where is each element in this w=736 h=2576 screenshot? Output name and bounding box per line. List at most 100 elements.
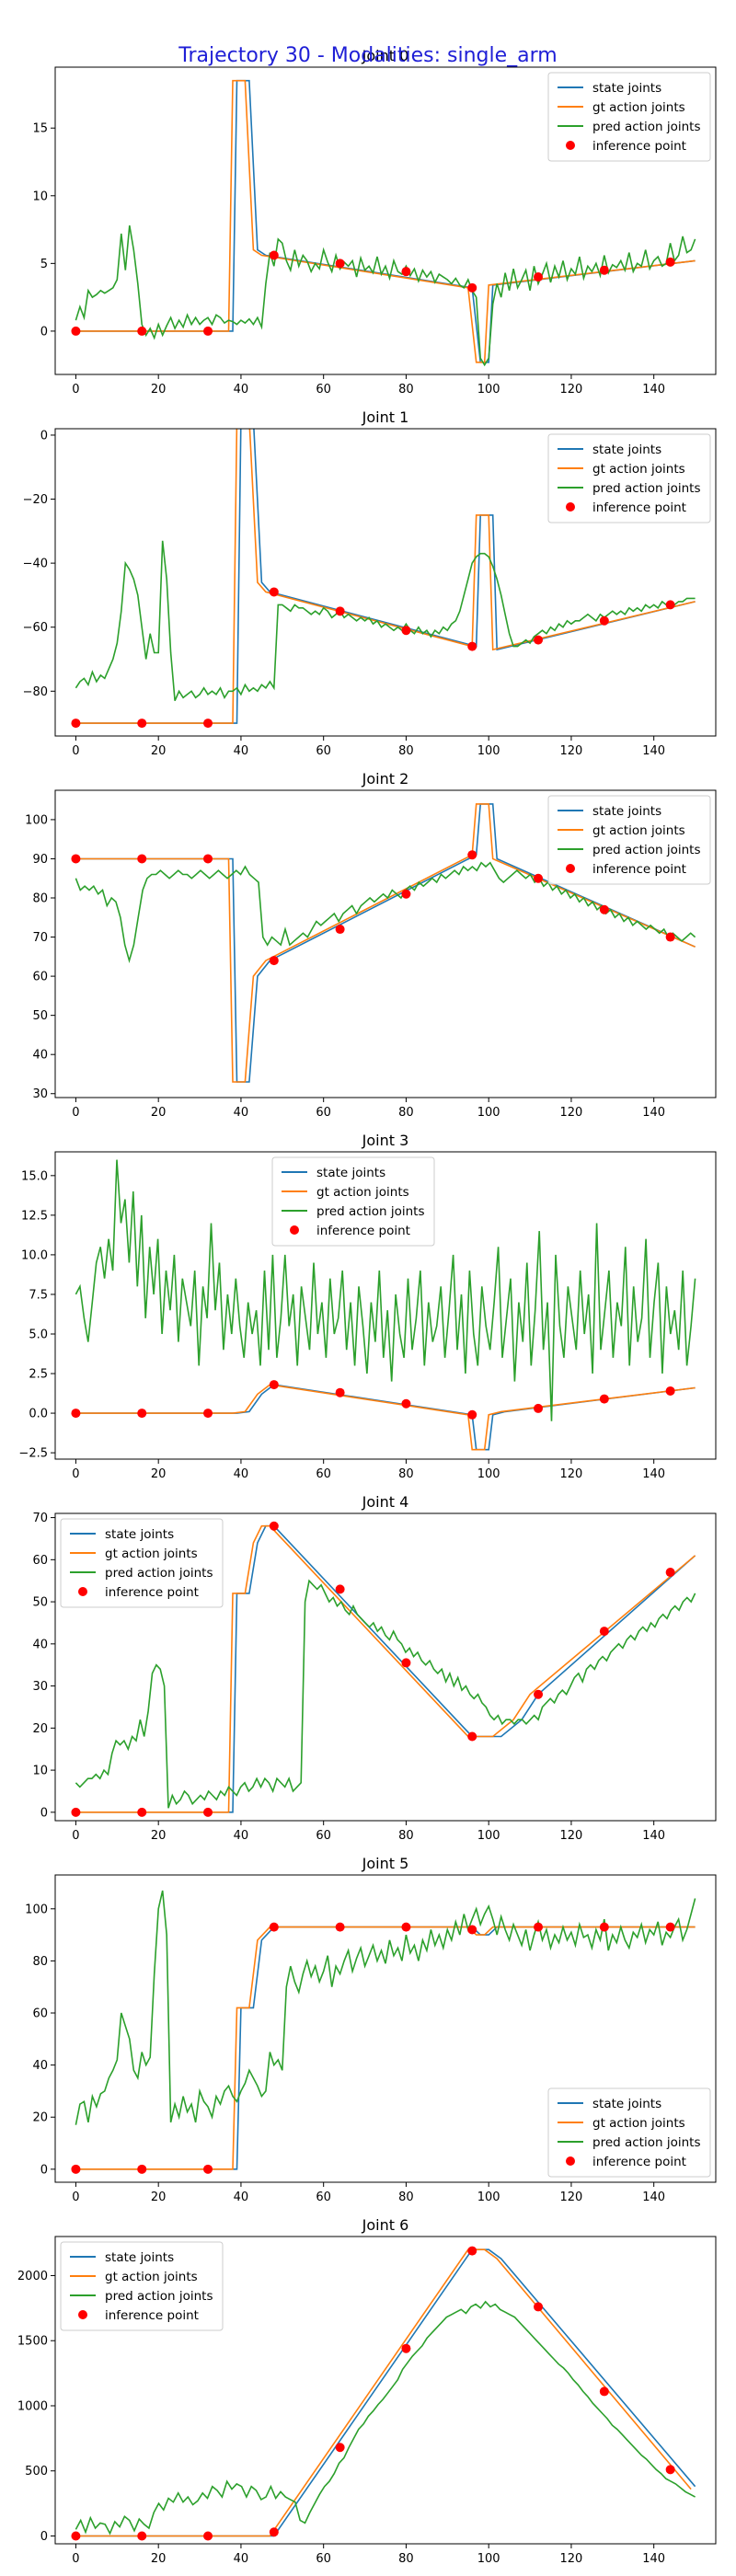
x-tick-label: 60 — [316, 1467, 331, 1481]
x-tick-label: 0 — [72, 383, 79, 397]
legend-label: gt action joints — [316, 1185, 409, 1200]
legend-swatch — [78, 2310, 87, 2319]
y-tick-label: 20 — [32, 2111, 48, 2125]
axes-frame — [54, 66, 717, 375]
legend-label: pred action joints — [105, 2289, 213, 2304]
inference-point — [269, 1922, 279, 1932]
legend-label: gt action joints — [105, 1547, 198, 1561]
inference-point — [534, 2302, 544, 2312]
legend-label: state joints — [105, 1527, 174, 1542]
inference-point — [599, 2386, 609, 2397]
inference-point — [203, 1807, 213, 1817]
inference-point — [269, 2527, 279, 2537]
inference-point — [401, 1398, 411, 1409]
y-tick-label: 0 — [40, 2163, 48, 2177]
x-tick-label: 140 — [642, 1106, 665, 1120]
y-tick-label: 1500 — [17, 2335, 48, 2349]
y-tick-label: 90 — [32, 853, 48, 867]
gt-action-joints-line — [75, 1524, 696, 1813]
legend-box — [547, 795, 711, 885]
y-tick-label: 2.5 — [29, 1368, 48, 1382]
x-tick-label: 0 — [72, 2552, 79, 2566]
inference-point — [335, 1584, 345, 1594]
legend-label: inference point — [592, 500, 686, 515]
inference-point — [665, 1568, 675, 1578]
legend-box — [60, 2241, 224, 2331]
x-tick-label: 40 — [234, 1829, 249, 1843]
inference-point — [203, 326, 213, 336]
y-tick-label: 10 — [32, 190, 48, 203]
inference-point — [71, 1807, 81, 1817]
x-tick-label: 0 — [72, 1467, 79, 1481]
axes-frame — [54, 1151, 717, 1460]
y-tick-label: 0 — [40, 325, 48, 339]
legend-box — [547, 433, 711, 523]
legend-label: pred action joints — [592, 2135, 700, 2150]
inference-point — [203, 854, 213, 864]
y-tick-label: 500 — [25, 2465, 48, 2478]
legend-label: inference point — [592, 2155, 686, 2169]
x-tick-label: 120 — [560, 744, 583, 758]
figure-title: Trajectory 30 - Modalities: single_arm — [178, 44, 558, 67]
pred-action-joints-line — [75, 1579, 696, 1809]
x-tick-label: 40 — [234, 1467, 249, 1481]
y-tick-label: −60 — [23, 621, 48, 635]
inference-point — [137, 2531, 147, 2541]
inference-point — [467, 1731, 477, 1742]
inference-point — [401, 267, 411, 277]
inference-point — [665, 932, 675, 942]
plot-lines — [71, 1890, 696, 2174]
axes-frame — [54, 428, 717, 737]
x-tick-label: 60 — [316, 1106, 331, 1120]
subplot-title: Joint 0 — [362, 47, 409, 64]
y-tick-label: 60 — [32, 971, 48, 984]
legend-label: state joints — [316, 1166, 385, 1180]
y-tick-label: 70 — [32, 1512, 48, 1525]
y-tick-label: 0 — [40, 429, 48, 443]
x-tick-label: 60 — [316, 2552, 331, 2566]
subplot-joint-4: Joint 4 0 20 40 60 80 100 120 140 0 10 20 30 40 50 60 70… — [32, 1493, 717, 1843]
y-tick-label: 5.0 — [29, 1328, 48, 1341]
inference-point — [335, 2443, 345, 2453]
inference-point — [599, 1922, 609, 1932]
x-tick-label: 100 — [477, 383, 500, 397]
inference-point — [335, 925, 345, 935]
x-tick-label: 60 — [316, 1829, 331, 1843]
legend-box — [271, 1156, 435, 1247]
inference-point — [71, 1409, 81, 1419]
x-tick-label: 20 — [151, 744, 167, 758]
x-tick-label: 140 — [642, 2552, 665, 2566]
inference-point — [269, 1521, 279, 1531]
inference-point — [335, 1387, 345, 1397]
inference-point — [534, 873, 544, 883]
legend-label: inference point — [592, 862, 686, 877]
legend-label: inference point — [105, 2308, 199, 2323]
inference-point — [599, 615, 609, 626]
y-tick-label: −40 — [23, 558, 48, 571]
inference-point — [71, 854, 81, 864]
legend-label: pred action joints — [592, 843, 700, 857]
subplot-title: Joint 6 — [362, 2216, 409, 2234]
inference-point — [335, 259, 345, 269]
pred-action-joints-line — [75, 1890, 696, 2125]
x-tick-label: 140 — [642, 2191, 665, 2204]
inference-point — [335, 606, 345, 616]
inference-point — [665, 600, 675, 610]
inference-point — [137, 719, 147, 729]
x-tick-label: 40 — [234, 383, 249, 397]
y-tick-label: 15.0 — [21, 1169, 48, 1183]
y-tick-label: 40 — [32, 1049, 48, 1063]
x-tick-label: 140 — [642, 744, 665, 758]
x-tick-label: 80 — [398, 2552, 414, 2566]
legend-label: state joints — [592, 804, 661, 819]
inference-point — [401, 889, 411, 899]
plot-lines — [71, 79, 696, 367]
y-tick-label: 50 — [32, 1009, 48, 1023]
x-tick-label: 120 — [560, 2552, 583, 2566]
y-tick-label: 40 — [32, 2059, 48, 2073]
inference-point — [599, 265, 609, 275]
x-tick-label: 20 — [151, 2191, 167, 2204]
x-tick-label: 120 — [560, 2191, 583, 2204]
legend-swatch — [566, 2156, 575, 2166]
